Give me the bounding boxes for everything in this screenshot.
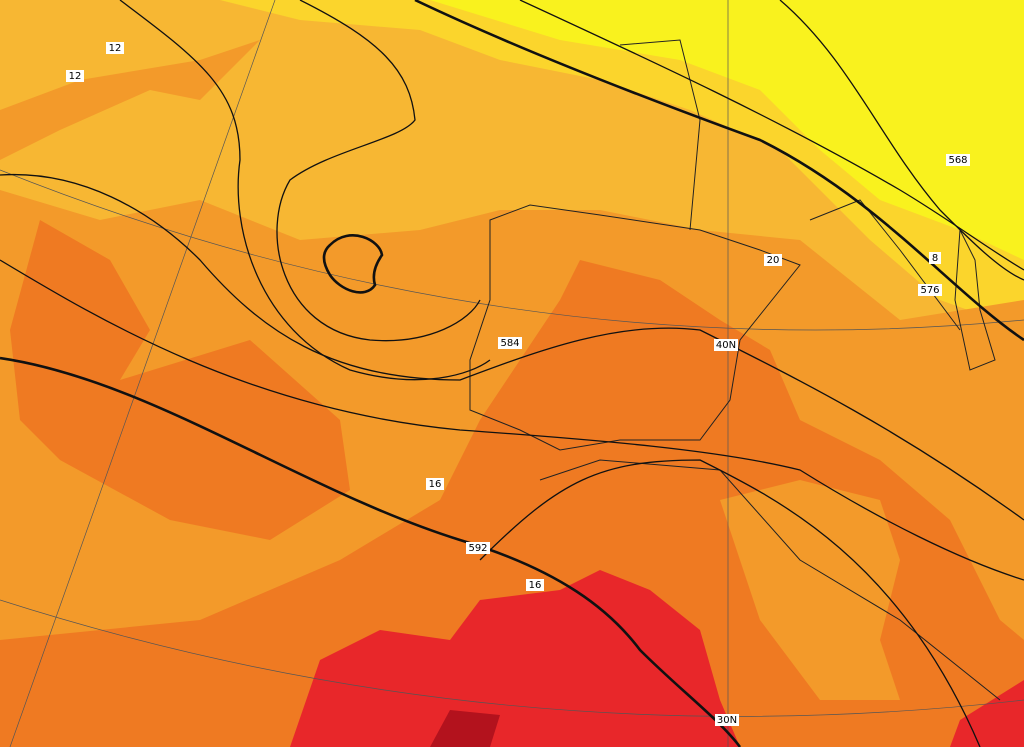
very-hot-field: [430, 710, 500, 747]
label-box: [946, 154, 970, 166]
island: [954, 228, 996, 371]
contour-label: 20: [767, 255, 780, 266]
label-box: [929, 252, 941, 264]
contour: [276, 0, 481, 342]
orange-field: [720, 480, 900, 700]
contour-bold: [414, 0, 1024, 342]
contour-label: 16: [529, 580, 542, 591]
label-box: [426, 478, 444, 490]
graticule: [0, 599, 1024, 717]
contour-label: 30N: [717, 715, 737, 726]
contour: [0, 173, 1024, 521]
dark-orange-field: [10, 220, 350, 540]
cool-field: [430, 0, 1024, 260]
label-box: [714, 339, 738, 351]
contour-bold: [0, 356, 742, 747]
coastline: [469, 204, 801, 451]
contour-label: 12: [69, 71, 82, 82]
contour-bold: [322, 234, 384, 294]
contour-label: 576: [920, 285, 939, 296]
contour-label: 16: [429, 479, 442, 490]
contour: [479, 459, 981, 747]
contour-label: 40N: [716, 340, 736, 351]
label-box: [918, 284, 942, 296]
graticule: [9, 0, 276, 747]
orange-field: [0, 40, 260, 160]
contour: [779, 0, 1024, 281]
graticule: [0, 169, 1024, 331]
label-box: [106, 42, 124, 54]
contour-label: 584: [500, 338, 519, 349]
contour-label: 568: [948, 155, 967, 166]
contour: [0, 259, 1024, 581]
contour-label: 592: [468, 543, 487, 554]
contour-label: 12: [109, 43, 122, 54]
hot-field: [290, 570, 740, 747]
contour: [519, 0, 1024, 271]
label-box: [498, 337, 522, 349]
label-box: [526, 579, 544, 591]
label-box: [66, 70, 84, 82]
label-box: [764, 254, 782, 266]
hot-field: [950, 680, 1024, 747]
contour-label: 8: [932, 253, 938, 264]
label-box: [715, 714, 739, 726]
label-box: [466, 542, 490, 554]
